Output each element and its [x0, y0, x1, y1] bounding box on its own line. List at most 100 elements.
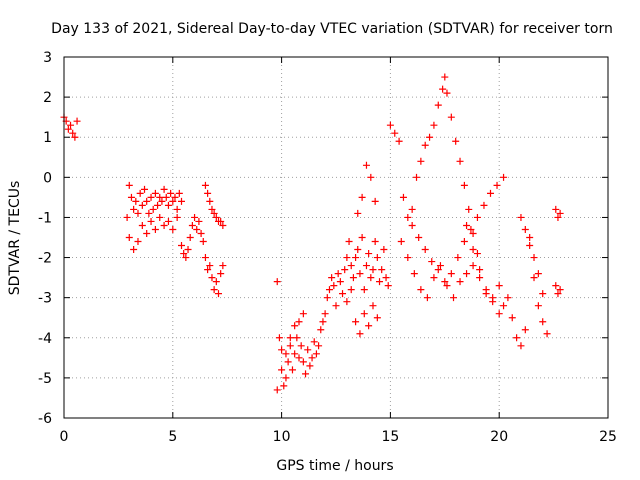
data-point	[143, 229, 151, 237]
data-point	[130, 205, 138, 213]
data-point	[169, 197, 177, 205]
data-point	[508, 314, 516, 322]
data-point	[360, 310, 368, 318]
data-point	[521, 225, 529, 233]
data-point	[308, 354, 316, 362]
data-point	[404, 254, 412, 262]
data-point	[543, 330, 551, 338]
data-point	[219, 221, 227, 229]
y-tick-label: -5	[38, 371, 52, 387]
data-point	[384, 282, 392, 290]
data-point	[399, 193, 407, 201]
chart-title: Day 133 of 2021, Sidereal Day-to-day VTE…	[51, 21, 613, 37]
data-point	[169, 225, 177, 233]
data-point	[456, 278, 464, 286]
data-point	[362, 161, 370, 169]
data-point	[367, 173, 375, 181]
data-point	[282, 350, 290, 358]
data-point	[73, 117, 81, 125]
data-point	[158, 197, 166, 205]
data-point	[347, 262, 355, 270]
data-point	[441, 278, 449, 286]
data-point	[463, 270, 471, 278]
data-point	[450, 294, 458, 302]
data-point	[408, 205, 416, 213]
data-point	[354, 209, 362, 217]
data-point	[367, 274, 375, 282]
data-point	[278, 346, 286, 354]
data-point	[302, 370, 310, 378]
data-point	[173, 213, 181, 221]
data-point	[188, 221, 196, 229]
y-tick-label: -4	[38, 331, 52, 347]
data-point	[332, 302, 340, 310]
data-point	[369, 302, 377, 310]
data-point	[141, 185, 149, 193]
data-point	[145, 209, 153, 217]
data-point	[439, 85, 447, 93]
data-point	[319, 318, 327, 326]
data-point	[539, 290, 547, 298]
data-point	[421, 141, 429, 149]
data-point	[352, 318, 360, 326]
data-point	[210, 209, 218, 217]
data-point	[482, 290, 490, 298]
data-point	[428, 258, 436, 266]
data-point	[160, 221, 168, 229]
x-tick-label: 5	[168, 429, 177, 445]
data-point	[291, 350, 299, 358]
data-point	[193, 225, 201, 233]
data-point	[312, 350, 320, 358]
data-point	[67, 121, 75, 129]
data-point	[208, 274, 216, 282]
data-point	[71, 133, 79, 141]
data-point	[476, 266, 484, 274]
y-tick-label: -3	[38, 291, 52, 307]
data-point	[534, 302, 542, 310]
data-point	[164, 217, 172, 225]
data-point	[186, 234, 194, 241]
y-tick-label: -1	[38, 210, 52, 226]
data-point	[480, 201, 488, 209]
data-point	[210, 286, 218, 294]
data-point	[443, 282, 451, 290]
data-point	[195, 217, 203, 225]
data-point	[306, 362, 314, 370]
data-point	[530, 254, 538, 262]
data-point	[552, 205, 560, 213]
data-point	[138, 221, 146, 229]
data-point	[164, 201, 172, 209]
data-point	[212, 213, 220, 221]
data-point	[156, 213, 164, 221]
data-point	[454, 254, 462, 262]
data-point	[199, 238, 207, 246]
data-point	[386, 121, 394, 129]
data-point	[315, 342, 323, 350]
data-point	[212, 278, 220, 286]
data-point	[175, 189, 183, 197]
data-point	[321, 310, 329, 318]
data-point	[382, 274, 390, 282]
data-point	[138, 201, 146, 209]
data-point	[217, 217, 225, 225]
data-point	[417, 157, 425, 165]
data-point	[408, 221, 416, 229]
data-point	[493, 181, 501, 189]
data-point	[434, 101, 442, 109]
data-point	[328, 274, 336, 282]
data-point	[354, 246, 362, 254]
data-point	[526, 234, 534, 241]
data-point	[489, 298, 497, 306]
data-point	[184, 246, 192, 254]
data-point	[339, 290, 347, 298]
data-point	[436, 262, 444, 270]
data-point	[69, 129, 77, 137]
data-point	[376, 278, 384, 286]
data-point	[273, 278, 281, 286]
data-point	[380, 246, 388, 254]
data-point	[349, 274, 357, 282]
data-point	[554, 213, 562, 221]
data-point	[369, 266, 377, 274]
data-point	[330, 282, 338, 290]
